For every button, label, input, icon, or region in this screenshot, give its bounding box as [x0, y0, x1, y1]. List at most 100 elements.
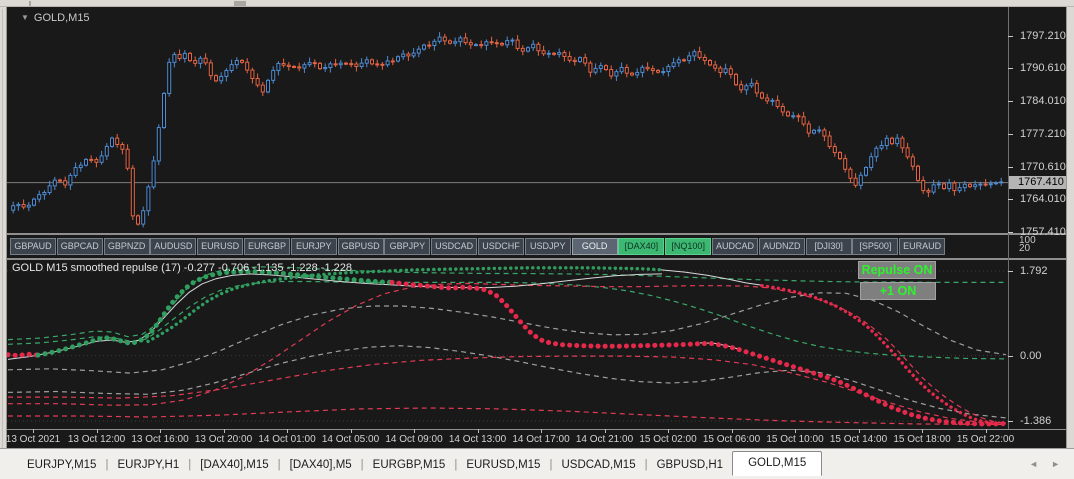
candle-body — [167, 61, 172, 94]
window-frame-top — [0, 0, 1074, 7]
symbol-button-euraud[interactable]: EURAUD — [899, 238, 946, 255]
symbol-button-audcad[interactable]: AUDCAD — [712, 238, 758, 255]
price-axis-tick — [1008, 166, 1013, 168]
candle-body — [583, 57, 588, 64]
chart-tab-eurusd-m15[interactable]: EURUSD,M15 — [466, 458, 541, 471]
indicator-series-ma-line — [7, 273, 663, 360]
candle-body — [474, 44, 478, 47]
candle-body — [271, 69, 276, 81]
panel-divider[interactable] — [7, 233, 1066, 235]
price-axis-label: 1764.010 — [1020, 193, 1066, 206]
candle-body — [734, 73, 738, 86]
candle-body — [676, 59, 681, 64]
candle-body — [89, 158, 94, 161]
time-axis-tick — [33, 429, 34, 433]
price-axis-label: 1757.410 — [1020, 225, 1066, 238]
chart-tab-usdcad-m15[interactable]: USDCAD,M15 — [561, 458, 636, 471]
candle-body — [260, 84, 265, 93]
candle-body — [957, 187, 962, 192]
plus-one-toggle-button[interactable]: +1 ON — [860, 282, 936, 300]
candle-body — [177, 53, 182, 59]
tab-scroll-left-button[interactable]: ◄ — [1029, 459, 1038, 469]
candle-body — [666, 65, 671, 73]
price-axis-tick — [1008, 36, 1013, 37]
candle-body — [63, 180, 68, 186]
candle-body — [900, 137, 905, 149]
candle-body — [869, 156, 874, 169]
symbol-button-gbpusd[interactable]: GBPUSD — [337, 238, 384, 255]
symbol-button-dji30[interactable]: [DJI30] — [805, 238, 852, 255]
symbol-button-sp500[interactable]: [SP500] — [852, 238, 899, 255]
candle-body — [624, 66, 629, 74]
candle-body — [26, 204, 31, 208]
candle-body — [546, 52, 551, 55]
time-axis-label: 14 Oct 17:00 — [512, 434, 570, 445]
candle-body — [302, 64, 307, 69]
candle-body — [801, 116, 806, 125]
indicator-series-repulse-fast-bear — [389, 279, 1006, 427]
candle-body — [328, 63, 333, 69]
panel-divider[interactable] — [7, 258, 1066, 260]
candle-body — [255, 78, 260, 86]
symbol-button-gbpcad[interactable]: GBPCAD — [56, 238, 103, 255]
indicator-series-repulse-slow-transition — [659, 269, 763, 286]
tab-separator: | — [277, 458, 281, 471]
candle-body — [916, 165, 920, 181]
candle-body — [422, 44, 426, 50]
symbol-button-eurusd[interactable]: EURUSD — [197, 238, 244, 255]
candle-body — [214, 75, 218, 82]
candle-body — [125, 148, 130, 169]
time-axis-tick — [922, 429, 923, 433]
symbol-button-usdchf[interactable]: USDCHF — [478, 238, 524, 255]
symbol-button-gold[interactable]: GOLD — [571, 238, 618, 255]
candle-body — [968, 183, 972, 188]
candle-body — [312, 62, 317, 65]
repulse-toggle-button[interactable]: Repulse ON — [858, 261, 936, 279]
chart-tab-gbpusd-h1[interactable]: GBPUSD,H1 — [656, 458, 724, 471]
indicator-axis-label: -1.386 — [1020, 415, 1052, 428]
candle-body — [494, 42, 499, 45]
chart-tab--dax40--m5[interactable]: [DAX40],M5 — [289, 458, 352, 471]
candle-body — [796, 115, 801, 118]
symbol-button-gbpnzd[interactable]: GBPNZD — [103, 238, 150, 255]
symbol-button-gbpjpy[interactable]: GBPJPY — [384, 238, 431, 255]
main-chart-canvas[interactable] — [7, 7, 1008, 233]
tab-separator: | — [360, 458, 364, 471]
time-axis-tick — [350, 429, 352, 433]
candle-body — [292, 65, 296, 68]
symbol-button-eurgbp[interactable]: EURGBP — [244, 238, 290, 255]
symbol-button-audnzd[interactable]: AUDNZD — [758, 238, 805, 255]
candle-body — [994, 182, 998, 185]
chart-tabs: EURJPY,M15 | EURJPY,H1 | [DAX40],M15 | [DAX40]… — [18, 451, 823, 477]
tab-scroll-right-button[interactable]: ► — [1051, 459, 1060, 469]
candle-body — [562, 52, 567, 57]
candle-body — [858, 174, 863, 186]
candle-body — [162, 92, 166, 129]
symbol-button-eurjpy[interactable]: EURJPY — [290, 238, 337, 255]
symbol-button-dax40[interactable]: [DAX40] — [618, 238, 665, 255]
chart-tab-gold-m15[interactable]: GOLD,M15 — [732, 451, 823, 476]
candle-body — [416, 48, 421, 54]
candle-body — [245, 61, 250, 71]
time-axis-tick — [223, 429, 225, 433]
candle-body — [318, 62, 322, 70]
symbol-button-audusd[interactable]: AUDUSD — [150, 238, 197, 255]
time-axis-label: 13 Oct 2021 — [7, 434, 61, 445]
chart-tab-eurjpy-m15[interactable]: EURJPY,M15 — [27, 458, 97, 471]
candle-body — [307, 62, 312, 66]
symbol-button-usdcad[interactable]: USDCAD — [431, 238, 478, 255]
chart-tab-eurgbp-m15[interactable]: EURGBP,M15 — [372, 458, 446, 471]
chart-title-bar[interactable]: ▼ GOLD,M15 — [21, 12, 90, 24]
symbol-button-gbpaud[interactable]: GBPAUD — [10, 238, 56, 255]
toolbar-separator — [29, 1, 31, 6]
chart-tab-eurjpy-h1[interactable]: EURJPY,H1 — [117, 458, 180, 471]
indicator-canvas[interactable] — [7, 260, 1008, 428]
candle-body — [536, 43, 541, 52]
symbol-button-usdjpy[interactable]: USDJPY — [524, 238, 571, 255]
symbol-button-nq100[interactable]: [NQ100] — [665, 238, 712, 255]
candle-body — [224, 70, 229, 77]
collapse-triangle-icon[interactable]: ▼ — [21, 13, 29, 22]
chart-tab--dax40--m15[interactable]: [DAX40],M15 — [200, 458, 269, 471]
candle-body — [905, 147, 910, 158]
